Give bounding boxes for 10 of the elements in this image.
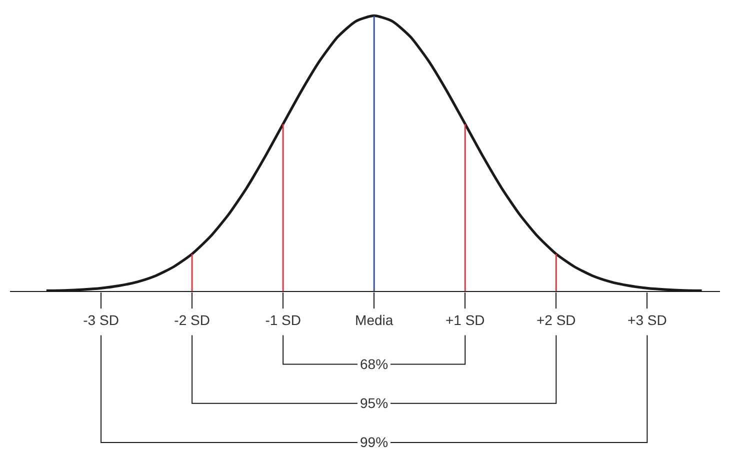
x-tick-label: -2 SD <box>174 312 210 328</box>
x-tick-label: +3 SD <box>628 312 667 328</box>
x-tick-label: -3 SD <box>83 312 119 328</box>
x-tick-label: +1 SD <box>445 312 485 328</box>
text: 95% <box>360 395 388 411</box>
text: 99% <box>360 434 388 450</box>
x-tick-label: -1 SD <box>265 312 301 328</box>
text: 68% <box>360 356 388 372</box>
x-tick-label: Media <box>355 312 394 328</box>
x-tick-label: +2 SD <box>536 312 576 328</box>
